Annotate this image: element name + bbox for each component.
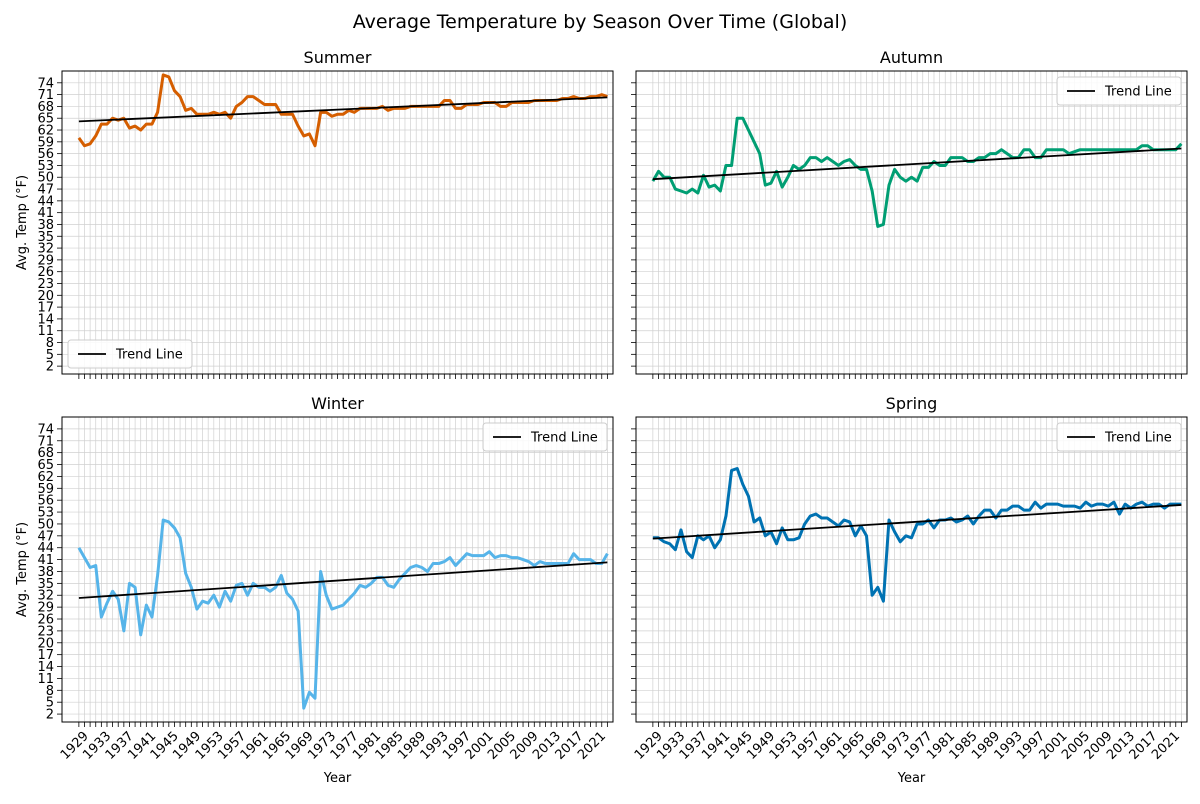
legend-label: Trend Line xyxy=(1104,85,1172,100)
legend-label: Trend Line xyxy=(1104,431,1172,446)
legend-box xyxy=(1056,422,1182,452)
figure-title: Average Temperature by Season Over Time … xyxy=(352,11,848,33)
y-tick-label: 44 xyxy=(37,541,54,556)
x-axis-label: Year xyxy=(897,771,926,786)
y-tick-label: 47 xyxy=(37,529,54,544)
y-tick-label: 23 xyxy=(37,277,54,292)
y-tick-label: 56 xyxy=(37,147,54,162)
y-axis-label: Avg. Temp (°F) xyxy=(15,522,30,617)
y-tick-label: 50 xyxy=(37,171,54,186)
axes-frame xyxy=(635,416,1188,723)
legend-label: Trend Line xyxy=(530,431,598,446)
series-line-autumn xyxy=(651,116,1183,228)
y-tick-label: 5 xyxy=(46,348,54,363)
y-tick-label: 50 xyxy=(37,517,54,532)
trend-line xyxy=(78,96,608,123)
y-tick-label: 59 xyxy=(37,135,54,150)
chart-panel-spring: 1929193319371941194519491953195719611965… xyxy=(631,394,1188,786)
grid xyxy=(62,417,613,722)
legend-box xyxy=(1056,76,1182,106)
y-tick-label: 62 xyxy=(37,470,54,485)
y-tick-label: 65 xyxy=(37,458,54,473)
subplot-title: Spring xyxy=(886,394,938,413)
y-tick-label: 59 xyxy=(37,482,54,497)
grid xyxy=(636,71,1187,374)
y-tick-label: 41 xyxy=(37,206,54,221)
subplot-title: Autumn xyxy=(880,48,943,67)
y-tick-label: 11 xyxy=(37,324,54,339)
grid xyxy=(62,71,613,374)
y-axis-label: Avg. Temp (°F) xyxy=(15,175,30,270)
y-tick-label: 26 xyxy=(37,265,54,280)
subplot-title: Winter xyxy=(311,394,364,413)
y-tick-label: 62 xyxy=(37,124,54,139)
axes-frame xyxy=(635,70,1188,375)
y-tick-label: 68 xyxy=(37,100,54,115)
y-tick-label: 8 xyxy=(46,684,54,699)
axes-frame xyxy=(61,70,614,375)
x-axis-label: Year xyxy=(323,771,352,786)
y-tick-label: 71 xyxy=(37,434,54,449)
legend-box xyxy=(67,339,193,369)
y-tick-label: 14 xyxy=(37,312,54,327)
y-tick-label: 44 xyxy=(37,194,54,209)
y-tick-label: 23 xyxy=(37,624,54,639)
y-tick-label: 17 xyxy=(37,648,54,663)
series-line-summer xyxy=(77,73,608,148)
series-line-spring xyxy=(652,466,1182,603)
y-tick-label: 14 xyxy=(37,660,54,675)
y-tick-label: 32 xyxy=(37,242,54,257)
chart-panel-winter: 2581114172023262932353841444750535659626… xyxy=(15,394,614,786)
y-tick-label: 32 xyxy=(37,589,54,604)
trend-line xyxy=(652,504,1182,540)
legend: Trend Line xyxy=(1056,422,1182,452)
legend-label: Trend Line xyxy=(115,348,183,363)
y-tick-label: 29 xyxy=(37,601,54,616)
trend-line xyxy=(78,561,608,599)
y-tick-label: 8 xyxy=(46,336,54,351)
y-tick-label: 11 xyxy=(37,672,54,687)
y-tick-label: 47 xyxy=(37,183,54,198)
y-tick-label: 38 xyxy=(37,218,54,233)
y-tick-label: 41 xyxy=(37,553,54,568)
y-tick-label: 53 xyxy=(37,506,54,521)
y-tick-label: 20 xyxy=(37,636,54,651)
chart-panel-summer: 2581114172023262932353841444750535659626… xyxy=(15,48,614,379)
legend-box xyxy=(482,422,608,452)
y-tick-label: 26 xyxy=(37,613,54,628)
legend: Trend Line xyxy=(67,339,193,369)
series-line-winter xyxy=(77,518,609,710)
y-tick-label: 65 xyxy=(37,112,54,127)
y-tick-label: 2 xyxy=(46,360,54,375)
y-tick-label: 53 xyxy=(37,159,54,174)
legend: Trend Line xyxy=(482,422,608,452)
y-tick-label: 56 xyxy=(37,494,54,509)
grid xyxy=(636,417,1187,722)
y-tick-label: 17 xyxy=(37,301,54,316)
y-tick-label: 20 xyxy=(37,289,54,304)
y-tick-label: 5 xyxy=(46,696,54,711)
axes-frame xyxy=(61,416,614,723)
y-tick-label: 29 xyxy=(37,253,54,268)
chart-panel-autumn: Autumn Trend Line xyxy=(631,48,1188,379)
y-tick-label: 35 xyxy=(37,577,54,592)
subplot-title: Summer xyxy=(304,48,372,67)
y-tick-label: 74 xyxy=(37,422,54,437)
legend: Trend Line xyxy=(1056,76,1182,106)
y-tick-label: 68 xyxy=(37,446,54,461)
y-tick-label: 71 xyxy=(37,88,54,103)
y-tick-label: 74 xyxy=(37,76,54,91)
trend-line xyxy=(652,147,1182,181)
y-tick-label: 35 xyxy=(37,230,54,245)
y-tick-label: 2 xyxy=(46,708,54,723)
y-tick-label: 38 xyxy=(37,565,54,580)
